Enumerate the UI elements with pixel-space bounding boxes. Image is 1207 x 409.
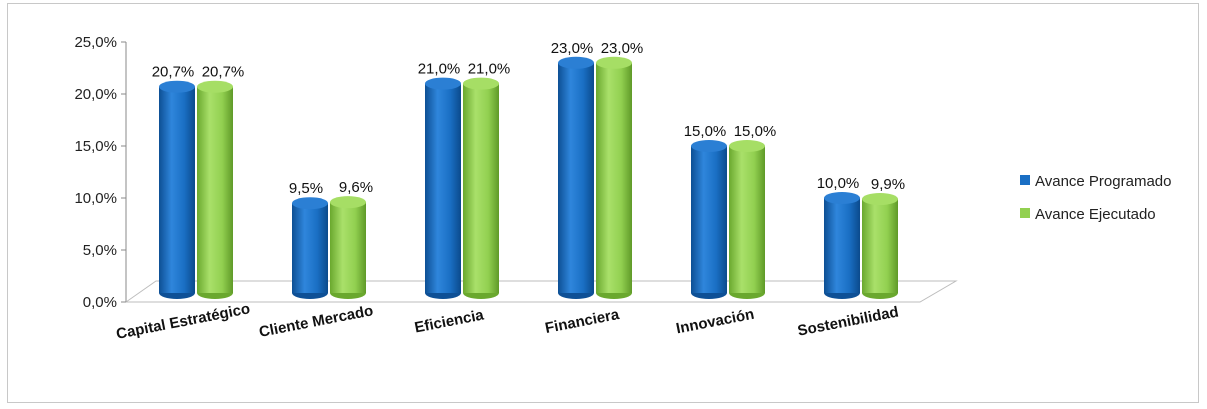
bar-programado: [292, 197, 328, 299]
category-label: Eficiencia: [413, 306, 486, 336]
y-tick-label: 0,0%: [83, 294, 117, 311]
data-label: 15,0%: [684, 123, 727, 140]
y-tick-label: 25,0%: [74, 34, 117, 51]
data-label: 23,0%: [551, 40, 594, 57]
data-labels-group: 20,7% 20,7% 9,5% 9,6% 21,0% 21,0% 23,0% 23,0% 15…: [152, 40, 905, 197]
data-label: 20,7%: [152, 64, 195, 81]
bars-group: [159, 56, 898, 299]
y-tick-label: 15,0%: [74, 138, 117, 155]
category-label: Sostenibilidad: [796, 303, 900, 339]
data-label: 10,0%: [817, 175, 860, 192]
bar-programado: [824, 192, 860, 299]
legend-label: Avance Programado: [1035, 173, 1171, 190]
data-label: 20,7%: [202, 64, 245, 81]
bar-programado: [691, 140, 727, 299]
legend-label: Avance Ejecutado: [1035, 206, 1156, 223]
category-label: Innovación: [675, 306, 756, 338]
chart-frame: 0,0% 5,0% 10,0% 15,0% 20,0% 25,0% 20,7% 20,7% 9…: [7, 3, 1199, 403]
bar-ejecutado: [862, 193, 898, 299]
data-label: 21,0%: [468, 61, 511, 78]
bar-ejecutado: [596, 56, 632, 299]
y-axis: 0,0% 5,0% 10,0% 15,0% 20,0% 25,0%: [74, 34, 920, 311]
legend-swatch: [1020, 175, 1030, 185]
data-label: 9,5%: [289, 180, 323, 197]
category-label: Capital Estratégico: [115, 300, 252, 343]
bar-ejecutado: [463, 77, 499, 299]
data-label: 9,9%: [871, 176, 905, 193]
bar-ejecutado: [330, 196, 366, 299]
data-label: 23,0%: [601, 40, 644, 57]
category-label: Cliente Mercado: [258, 302, 375, 341]
y-tick-label: 10,0%: [74, 190, 117, 207]
y-tick-label: 20,0%: [74, 86, 117, 103]
bar-ejecutado: [729, 140, 765, 299]
category-labels-group: Capital Estratégico Cliente Mercado Eficie…: [115, 300, 900, 343]
bar-programado: [425, 77, 461, 299]
bar-ejecutado: [197, 80, 233, 299]
data-label: 15,0%: [734, 123, 777, 140]
bar-chart: 0,0% 5,0% 10,0% 15,0% 20,0% 25,0% 20,7% 20,7% 9…: [74, 34, 1171, 343]
data-label: 9,6%: [339, 179, 373, 196]
legend-swatch: [1020, 208, 1030, 218]
bar-programado: [558, 56, 594, 299]
category-label: Financiera: [544, 306, 622, 337]
data-label: 21,0%: [418, 61, 461, 78]
y-tick-label: 5,0%: [83, 242, 117, 259]
legend: Avance Programado Avance Ejecutado: [1020, 173, 1171, 223]
bar-programado: [159, 80, 195, 299]
